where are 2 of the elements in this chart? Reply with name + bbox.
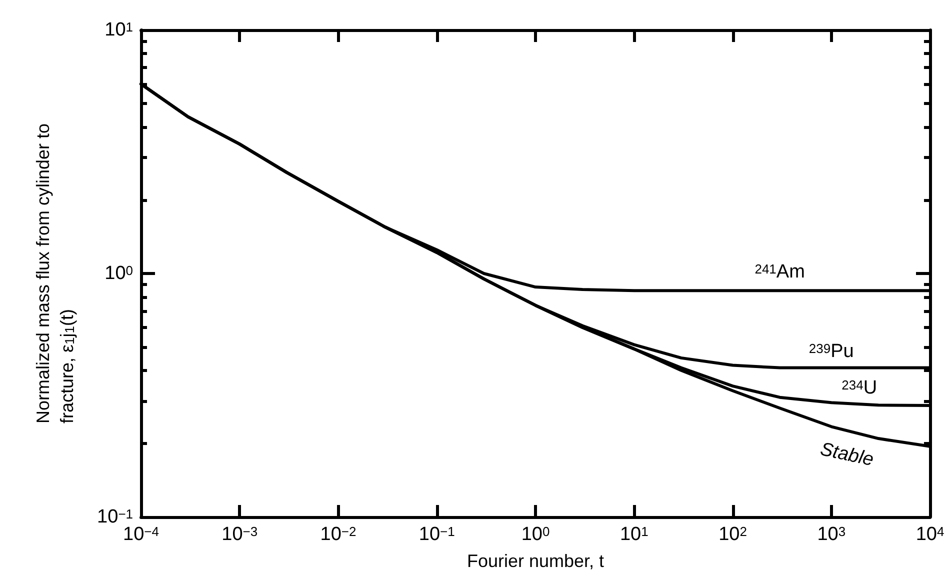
x-axis-title: Fourier number, t: [466, 551, 604, 571]
text: Stable: [818, 439, 876, 471]
